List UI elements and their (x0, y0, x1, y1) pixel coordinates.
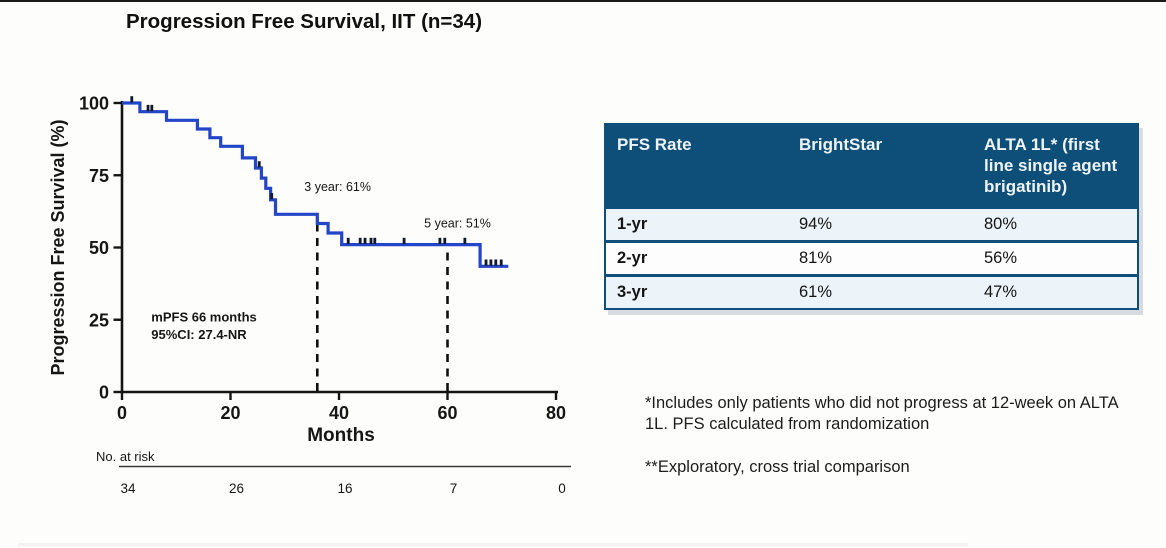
value-2yr-alta: 56% (973, 240, 1138, 276)
frame-top-edge (0, 0, 1166, 2)
annotation: 3 year: 61% (304, 180, 371, 194)
table-row-3yr: 3-yr 61% 47% (605, 274, 1138, 310)
x-tick-label: 0 (117, 403, 127, 423)
y-tick-label: 50 (89, 238, 109, 258)
pfs-comparison-table: PFS Rate BrightStar ALTA 1L* (first line… (604, 123, 1139, 311)
x-tick-label: 20 (220, 403, 240, 423)
slide-title: Progression Free Survival, IIT (n=34) (126, 10, 483, 33)
annotation: 5 year: 51% (424, 216, 491, 230)
no-at-risk-label: No. at risk (96, 449, 155, 464)
table-row-2yr: 2-yr 81% 56% (605, 240, 1138, 276)
at-risk-count: 7 (450, 481, 458, 496)
col-header-brightstar: BrightStar (788, 124, 973, 208)
y-tick-label: 100 (79, 94, 109, 114)
at-risk-count: 16 (337, 481, 352, 496)
value-2yr-brightstar: 81% (788, 240, 973, 276)
table-header-row: PFS Rate BrightStar ALTA 1L* (first line… (605, 124, 1138, 208)
y-tick-label: 75 (89, 166, 109, 186)
value-3yr-brightstar: 61% (788, 274, 973, 310)
frame-bottom-strip (18, 543, 968, 546)
x-tick-label: 60 (437, 403, 457, 423)
row-label-1yr: 1-yr (605, 206, 788, 242)
at-risk-count: 0 (558, 481, 566, 496)
footnotes: *Includes only patients who did not prog… (645, 393, 1123, 499)
row-label-3yr: 3-yr (605, 274, 788, 310)
value-1yr-alta: 80% (973, 206, 1138, 242)
x-tick-label: 40 (329, 403, 349, 423)
y-tick-label: 25 (89, 310, 109, 330)
value-1yr-brightstar: 94% (788, 206, 973, 242)
at-risk-count: 34 (120, 481, 136, 496)
col-header-pfs-rate: PFS Rate (605, 124, 788, 208)
km-step-curve (122, 101, 509, 268)
row-label-2yr: 2-yr (605, 240, 788, 276)
footnote-exploratory: **Exploratory, cross trial comparison (645, 457, 910, 476)
annotation: 95%CI: 27.4-NR (151, 327, 247, 342)
at-risk-count: 26 (229, 481, 244, 496)
x-axis-title: Months (307, 425, 375, 446)
y-tick-label: 0 (99, 383, 109, 403)
col-header-alta-1l: ALTA 1L* (first line single agent brigat… (973, 124, 1138, 208)
y-axis-title: Progression Free Survival (%) (48, 119, 68, 375)
annotation: mPFS 66 months (151, 309, 256, 324)
value-3yr-alta: 47% (973, 274, 1138, 310)
x-tick-label: 80 (546, 403, 566, 423)
table-row-1yr: 1-yr 94% 80% (605, 206, 1138, 242)
footnote-alta: *Includes only patients who did not prog… (645, 394, 1118, 434)
